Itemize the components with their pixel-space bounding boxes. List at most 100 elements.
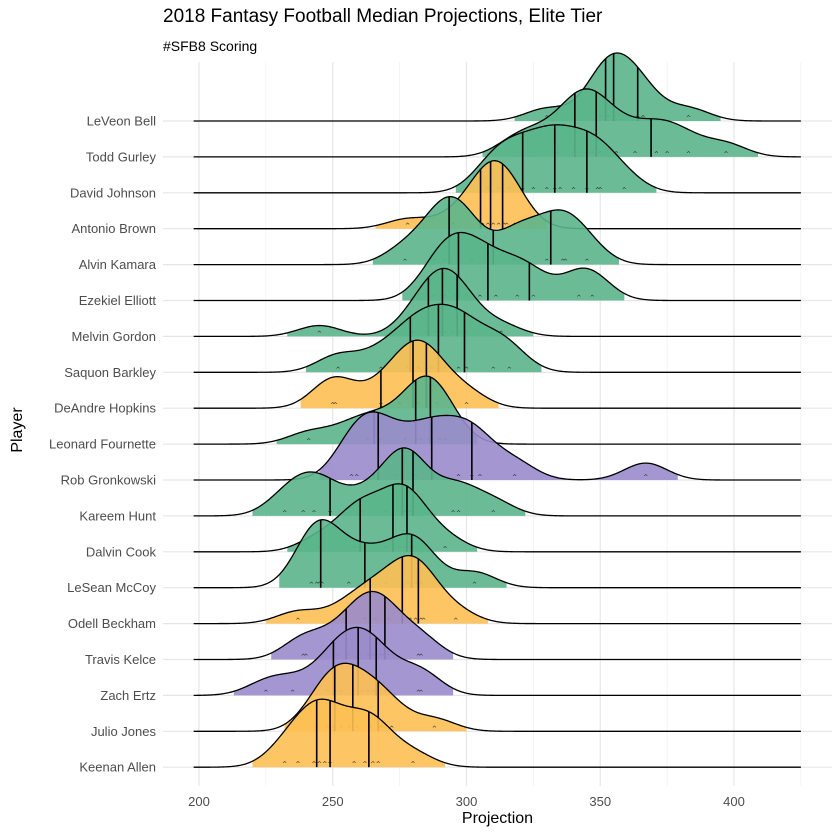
ridge-outline bbox=[193, 303, 801, 373]
projection-point: ^ bbox=[320, 582, 325, 589]
projection-point: ^ bbox=[376, 761, 381, 768]
x-axis-label: Projection bbox=[461, 810, 534, 827]
ridge-leveon-bell: ^^^^^^^^^ bbox=[193, 52, 801, 122]
projection-point: ^ bbox=[410, 761, 415, 768]
projection-point: ^ bbox=[306, 438, 311, 445]
y-tick-label: Dalvin Cook bbox=[86, 544, 157, 559]
ridge-leonard-fournette: ^^^^^^^^^^^ bbox=[193, 375, 801, 445]
y-tick-label: LeSean McCoy bbox=[67, 580, 156, 595]
ridge-outline bbox=[193, 195, 801, 266]
y-tick-label: Saquon Barkley bbox=[64, 365, 156, 380]
projection-point: ^ bbox=[419, 618, 424, 625]
projection-point: ^ bbox=[370, 761, 375, 768]
projection-point: ^ bbox=[312, 761, 317, 768]
projection-point: ^ bbox=[633, 151, 638, 158]
projection-point: ^ bbox=[309, 582, 314, 589]
projection-point: ^ bbox=[402, 259, 407, 266]
projection-point: ^ bbox=[472, 582, 477, 589]
y-tick-label: Travis Kelce bbox=[85, 652, 156, 667]
y-tick-label: Antonio Brown bbox=[71, 221, 156, 236]
projection-point: ^ bbox=[560, 259, 565, 266]
projection-point: ^ bbox=[584, 187, 589, 194]
projection-point: ^ bbox=[595, 187, 600, 194]
projection-point: ^ bbox=[301, 654, 306, 661]
ridges: ^^ ^ ^ ^ ^ ^^ ^ ^ ^ ^ ^ ^ ^^ ^^ ^ ^ ^ ^^^ ^ ^^ ^^ ^ ^ ^ ^ ^^^ ^ ^ ^ ^… bbox=[193, 52, 801, 768]
x-tick-label: 200 bbox=[188, 794, 210, 809]
y-tick-label: Odell Beckham bbox=[68, 616, 156, 631]
ridge-zach-ertz: ^^^^^^^^^^^^ bbox=[193, 626, 801, 697]
ridge-fill bbox=[300, 340, 499, 409]
projection-point: ^ bbox=[354, 474, 359, 481]
projection-point: ^ bbox=[303, 654, 308, 661]
ridge-travis-kelce: ^^^^^^^^^^^^ bbox=[193, 590, 801, 661]
projection-point: ^ bbox=[413, 618, 418, 625]
ridge-fill bbox=[265, 555, 488, 624]
projection-point: ^ bbox=[665, 151, 670, 158]
y-tick-label: Alvin Kamara bbox=[79, 257, 157, 272]
projection-point: ^ bbox=[453, 618, 458, 625]
chart-title: 2018 Fantasy Football Median Projections… bbox=[163, 6, 603, 27]
x-tick-label: 400 bbox=[723, 794, 745, 809]
projection-point: ^ bbox=[328, 761, 333, 768]
projection-point: ^ bbox=[295, 618, 300, 625]
ridge-outline bbox=[193, 662, 801, 732]
projection-point: ^ bbox=[443, 546, 448, 553]
ridge-outline bbox=[193, 626, 801, 697]
projection-point: ^ bbox=[389, 725, 394, 732]
projection-point: ^ bbox=[576, 295, 581, 302]
projection-point: ^ bbox=[405, 223, 410, 230]
projection-point: ^ bbox=[477, 295, 482, 302]
projection-point: ^ bbox=[282, 761, 287, 768]
projection-point: ^ bbox=[531, 187, 536, 194]
ridge-fill bbox=[306, 304, 542, 373]
x-tick-label: 350 bbox=[589, 794, 611, 809]
projection-point: ^ bbox=[416, 654, 421, 661]
ridge-outline bbox=[193, 447, 801, 517]
ridge-antonio-brown: ^^^^^^^^^^ bbox=[193, 160, 801, 230]
ridge-outline bbox=[193, 590, 801, 661]
ridge-fill bbox=[233, 627, 454, 696]
projection-point: ^ bbox=[456, 474, 461, 481]
ridge-outline bbox=[193, 231, 801, 302]
projection-point: ^ bbox=[263, 689, 268, 696]
projection-point: ^ bbox=[544, 259, 549, 266]
projection-point: ^ bbox=[643, 474, 648, 481]
projection-point: ^ bbox=[317, 582, 322, 589]
ridge-outline bbox=[193, 554, 801, 625]
projection-point: ^ bbox=[563, 259, 568, 266]
y-tick-label: LeVeon Bell bbox=[87, 114, 157, 129]
projection-point: ^ bbox=[515, 295, 520, 302]
projection-point: ^ bbox=[456, 510, 461, 517]
projection-point: ^ bbox=[590, 295, 595, 302]
projection-point: ^ bbox=[421, 618, 426, 625]
y-tick-label: DeAndre Hopkins bbox=[54, 401, 156, 416]
x-tick-label: 300 bbox=[456, 794, 478, 809]
projection-point: ^ bbox=[314, 582, 319, 589]
chart-subtitle: #SFB8 Scoring bbox=[163, 38, 258, 54]
projection-point: ^ bbox=[295, 761, 300, 768]
projection-point: ^ bbox=[507, 366, 512, 373]
ridge-rob-gronkowski: ^^^^^^^^^^^^^ bbox=[193, 411, 801, 481]
projection-point: ^ bbox=[432, 725, 437, 732]
ridge-outline bbox=[193, 698, 801, 768]
projection-point: ^ bbox=[322, 761, 327, 768]
projection-point: ^ bbox=[317, 761, 322, 768]
projection-point: ^ bbox=[346, 582, 351, 589]
ridge-fill bbox=[252, 447, 526, 516]
projection-point: ^ bbox=[571, 187, 576, 194]
y-tick-label: Leonard Fournette bbox=[49, 437, 156, 452]
ridge-keenan-allen: ^ ^ ^ ^ ^ ^ ^ ^ ^ ^ ^ bbox=[193, 698, 801, 768]
ridge-outline bbox=[193, 88, 801, 158]
y-tick-label: Keenan Allen bbox=[79, 760, 156, 775]
ridge-fill bbox=[514, 53, 721, 121]
projection-point: ^ bbox=[336, 366, 341, 373]
projection-point: ^ bbox=[456, 366, 461, 373]
ridge-outline bbox=[193, 375, 801, 445]
projection-point: ^ bbox=[552, 187, 557, 194]
ridge-kareem-hunt: ^^^^^^^^^^^^^ bbox=[193, 447, 801, 517]
projection-point: ^ bbox=[598, 187, 603, 194]
y-axis-label: Player bbox=[9, 407, 26, 453]
projection-point: ^ bbox=[504, 223, 509, 230]
y-tick-label: Julio Jones bbox=[91, 724, 157, 739]
projection-point: ^ bbox=[491, 510, 496, 517]
